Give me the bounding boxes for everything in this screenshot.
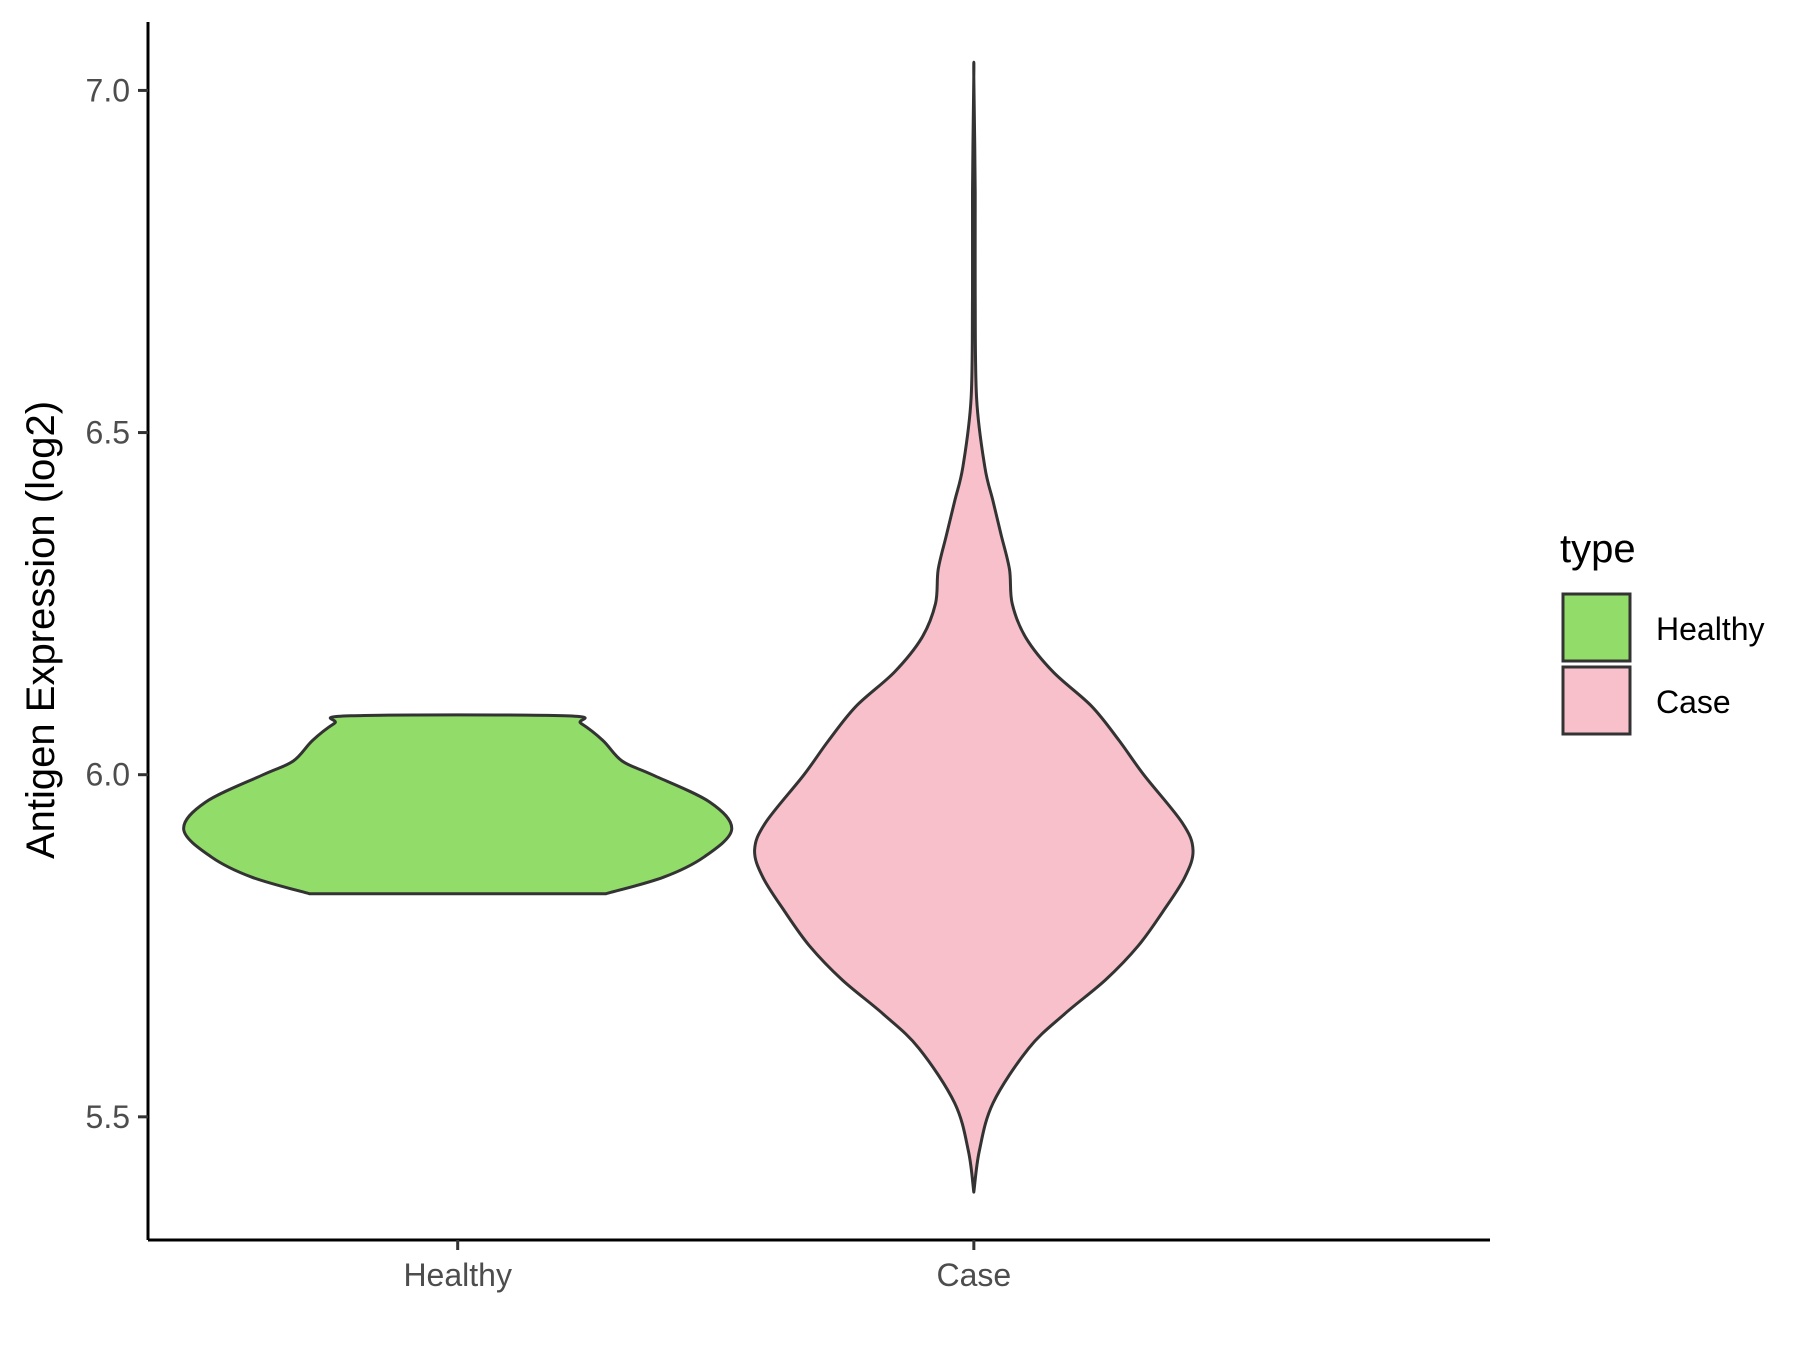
x-tick-label: Case <box>936 1257 1011 1293</box>
y-axis-title: Antigen Expression (log2) <box>19 401 63 859</box>
violin-layer <box>182 60 1195 1194</box>
legend-swatch-healthy <box>1561 592 1632 663</box>
y-tick-label: 5.5 <box>86 1099 130 1135</box>
x-tick-label: Healthy <box>403 1257 512 1293</box>
legend-swatch-case <box>1561 665 1632 736</box>
violin-healthy <box>182 713 734 896</box>
legend-title: type <box>1560 527 1636 571</box>
violin-case <box>753 60 1195 1194</box>
y-axis-ticks: 5.5 6.0 6.5 7.0 <box>86 72 148 1135</box>
y-tick-label: 6.5 <box>86 415 130 451</box>
legend-label-healthy: Healthy <box>1656 611 1765 647</box>
legend: type Healthy Case <box>1560 527 1765 736</box>
y-tick-label: 6.0 <box>86 757 130 793</box>
legend-label-case: Case <box>1656 684 1731 720</box>
x-axis-ticks: Healthy Case <box>403 1240 1011 1293</box>
y-tick-label: 7.0 <box>86 72 130 108</box>
